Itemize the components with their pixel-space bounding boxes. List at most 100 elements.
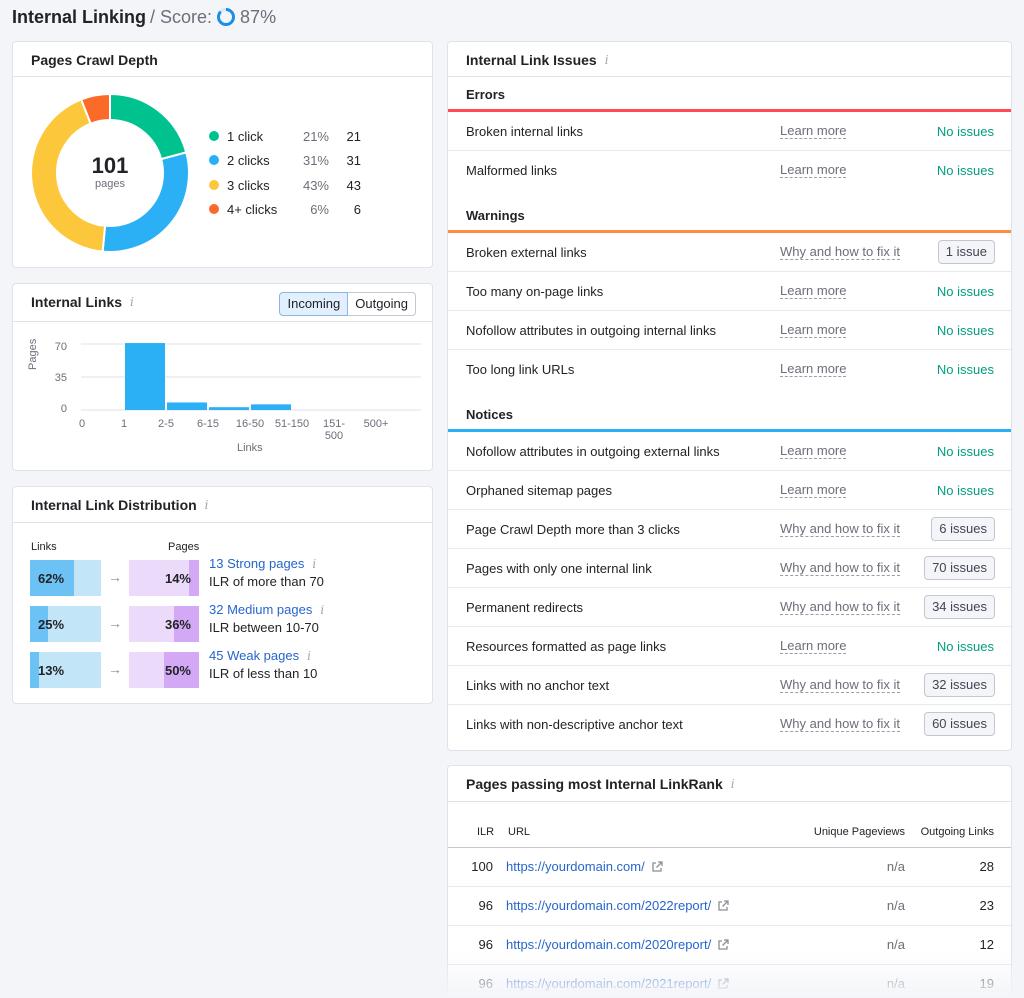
legend-item[interactable]: 4+ clicks 6% 6 — [209, 200, 361, 218]
distribution-card: Internal Link Distribution i Links Pages… — [12, 486, 433, 704]
page-header: Internal Linking / Score: 87% — [12, 4, 276, 30]
x-axis-label: Links — [237, 442, 263, 454]
info-icon[interactable]: i — [204, 498, 209, 512]
ilr-range: ILR of more than 70 — [209, 574, 324, 589]
links-share-bar[interactable]: 13% — [30, 652, 101, 688]
info-icon[interactable]: i — [320, 602, 325, 617]
x-tick: 16-50 — [235, 418, 265, 430]
internal-links-title-text: Internal Links — [31, 294, 123, 310]
donut-slice[interactable] — [109, 93, 188, 161]
pages-share-bar[interactable]: 50% — [129, 652, 199, 688]
table-row: 96 https://yourdomain.com/2021report/n/a 1… — [448, 965, 1011, 998]
legend-item[interactable]: 2 clicks 31% 31 — [209, 151, 361, 169]
issue-name: Broken external links — [466, 245, 587, 260]
tab-outgoing[interactable]: Outgoing — [348, 292, 416, 316]
issue-help-link[interactable]: Why and how to fix it — [780, 244, 900, 260]
page-url-link[interactable]: https://yourdomain.com/2020report/ — [506, 937, 729, 952]
info-icon[interactable]: i — [312, 556, 317, 571]
issue-row: Links with no anchor text Why and how to … — [448, 666, 1011, 705]
outgoing-links: 23 — [979, 898, 994, 913]
issue-help-link[interactable]: Learn more — [780, 443, 847, 459]
issue-name: Links with no anchor text — [466, 678, 610, 693]
legend-item[interactable]: 3 clicks 43% 43 — [209, 176, 361, 194]
issue-name: Permanent redirects — [466, 600, 584, 615]
issue-help-link[interactable]: Why and how to fix it — [780, 521, 900, 537]
issue-help-link[interactable]: Learn more — [780, 322, 847, 338]
legend-item[interactable]: 1 click 21% 21 — [209, 127, 361, 145]
issue-status: No issues — [936, 163, 994, 178]
issue-count-badge[interactable]: 60 issues — [924, 712, 995, 736]
pages-share-bar[interactable]: 36% — [129, 606, 199, 642]
issue-help-link[interactable]: Learn more — [780, 482, 847, 498]
col-url: URL — [508, 826, 531, 838]
issue-help-link[interactable]: Learn more — [780, 361, 847, 377]
page-url: https://yourdomain.com/2022report/ — [506, 898, 712, 913]
external-link-icon[interactable] — [651, 860, 663, 873]
linkrank-title: Pages passing most Internal LinkRank i — [466, 776, 735, 792]
bar[interactable] — [209, 407, 249, 410]
section-title-notices: Notices — [466, 407, 513, 422]
links-share-bar[interactable]: 25% — [30, 606, 101, 642]
col-ilr[interactable]: ILR — [477, 826, 495, 838]
issue-help-link[interactable]: Why and how to fix it — [780, 716, 900, 732]
bar[interactable] — [167, 402, 207, 410]
x-tick: 51-150 — [274, 418, 310, 430]
issue-count-badge[interactable]: 1 issue — [937, 240, 995, 264]
y-tick: 0 — [60, 403, 67, 415]
legend-label: 1 click — [227, 128, 264, 144]
info-icon[interactable]: i — [130, 295, 134, 309]
distribution-title: Internal Link Distribution i — [31, 497, 209, 513]
info-icon[interactable]: i — [730, 777, 735, 791]
issue-name: Too long link URLs — [466, 362, 575, 377]
page-url-link[interactable]: https://yourdomain.com/ — [506, 859, 663, 874]
table-row: 100 https://yourdomain.com/n/a 28 — [448, 848, 1011, 887]
issues-card: Internal Link Issues i Errors Broken inte… — [447, 41, 1012, 751]
unique-pageviews: n/a — [886, 937, 905, 952]
bar[interactable] — [251, 404, 291, 410]
issue-help-link[interactable]: Learn more — [780, 638, 847, 654]
issue-help-link[interactable]: Why and how to fix it — [780, 560, 900, 576]
table-row: 96 https://yourdomain.com/2022report/n/a 2… — [448, 887, 1011, 926]
page-url-link[interactable]: https://yourdomain.com/2022report/ — [506, 898, 729, 913]
issue-help-link[interactable]: Learn more — [780, 283, 847, 299]
section-bar — [448, 109, 1011, 112]
table-row: 96 https://yourdomain.com/2020report/n/a 1… — [448, 926, 1011, 965]
ilr-value: 96 — [478, 937, 493, 952]
bar[interactable] — [125, 343, 165, 410]
linkrank-title-text: Pages passing most Internal LinkRank — [466, 776, 723, 792]
external-link-icon[interactable] — [717, 977, 729, 990]
issue-row: Broken external links Why and how to fix … — [448, 233, 1011, 272]
info-icon[interactable]: i — [307, 648, 311, 663]
issue-name: Nofollow attributes in outgoing internal… — [466, 323, 717, 338]
links-share-bar[interactable]: 62% — [30, 560, 101, 596]
donut-slice[interactable] — [30, 98, 107, 253]
external-link-icon[interactable] — [717, 899, 729, 912]
internal-links-card: Internal Links i Incoming Outgoing Pages… — [12, 283, 433, 471]
external-link-icon[interactable] — [717, 938, 729, 951]
tab-incoming[interactable]: Incoming — [279, 292, 349, 316]
donut-slice[interactable] — [79, 93, 111, 125]
arrow-right-icon: → — [108, 569, 122, 585]
ilr-value: 100 — [471, 859, 493, 874]
col-pageviews[interactable]: Unique Pageviews — [813, 826, 905, 838]
issue-row: Pages with only one internal link Why and… — [448, 549, 1011, 588]
issue-help-link[interactable]: Why and how to fix it — [780, 599, 900, 615]
issue-count-badge[interactable]: 6 issues — [931, 517, 995, 541]
issue-count-badge[interactable]: 34 issues — [924, 595, 995, 619]
info-icon[interactable]: i — [604, 53, 609, 67]
col-outgoing[interactable]: Outgoing Links — [920, 826, 994, 838]
issue-help-link[interactable]: Learn more — [780, 162, 847, 178]
issue-count-badge[interactable]: 32 issues — [924, 673, 995, 697]
pages-group-link[interactable]: 45 Weak pages — [209, 648, 300, 663]
y-tick: 70 — [54, 341, 67, 353]
issue-count-badge[interactable]: 70 issues — [924, 556, 995, 580]
issue-status: No issues — [936, 483, 994, 498]
issue-help-link[interactable]: Learn more — [780, 123, 847, 139]
page-url-link[interactable]: https://yourdomain.com/2021report/ — [506, 976, 729, 991]
pages-group-link[interactable]: 13 Strong pages — [209, 556, 305, 571]
strength-group: 32 Medium pages i — [209, 602, 324, 617]
issue-help-link[interactable]: Why and how to fix it — [780, 677, 900, 693]
pages-group-link[interactable]: 32 Medium pages — [209, 602, 313, 617]
pages-share-bar[interactable]: 14% — [129, 560, 199, 596]
strength-group: 45 Weak pages i — [209, 648, 311, 663]
